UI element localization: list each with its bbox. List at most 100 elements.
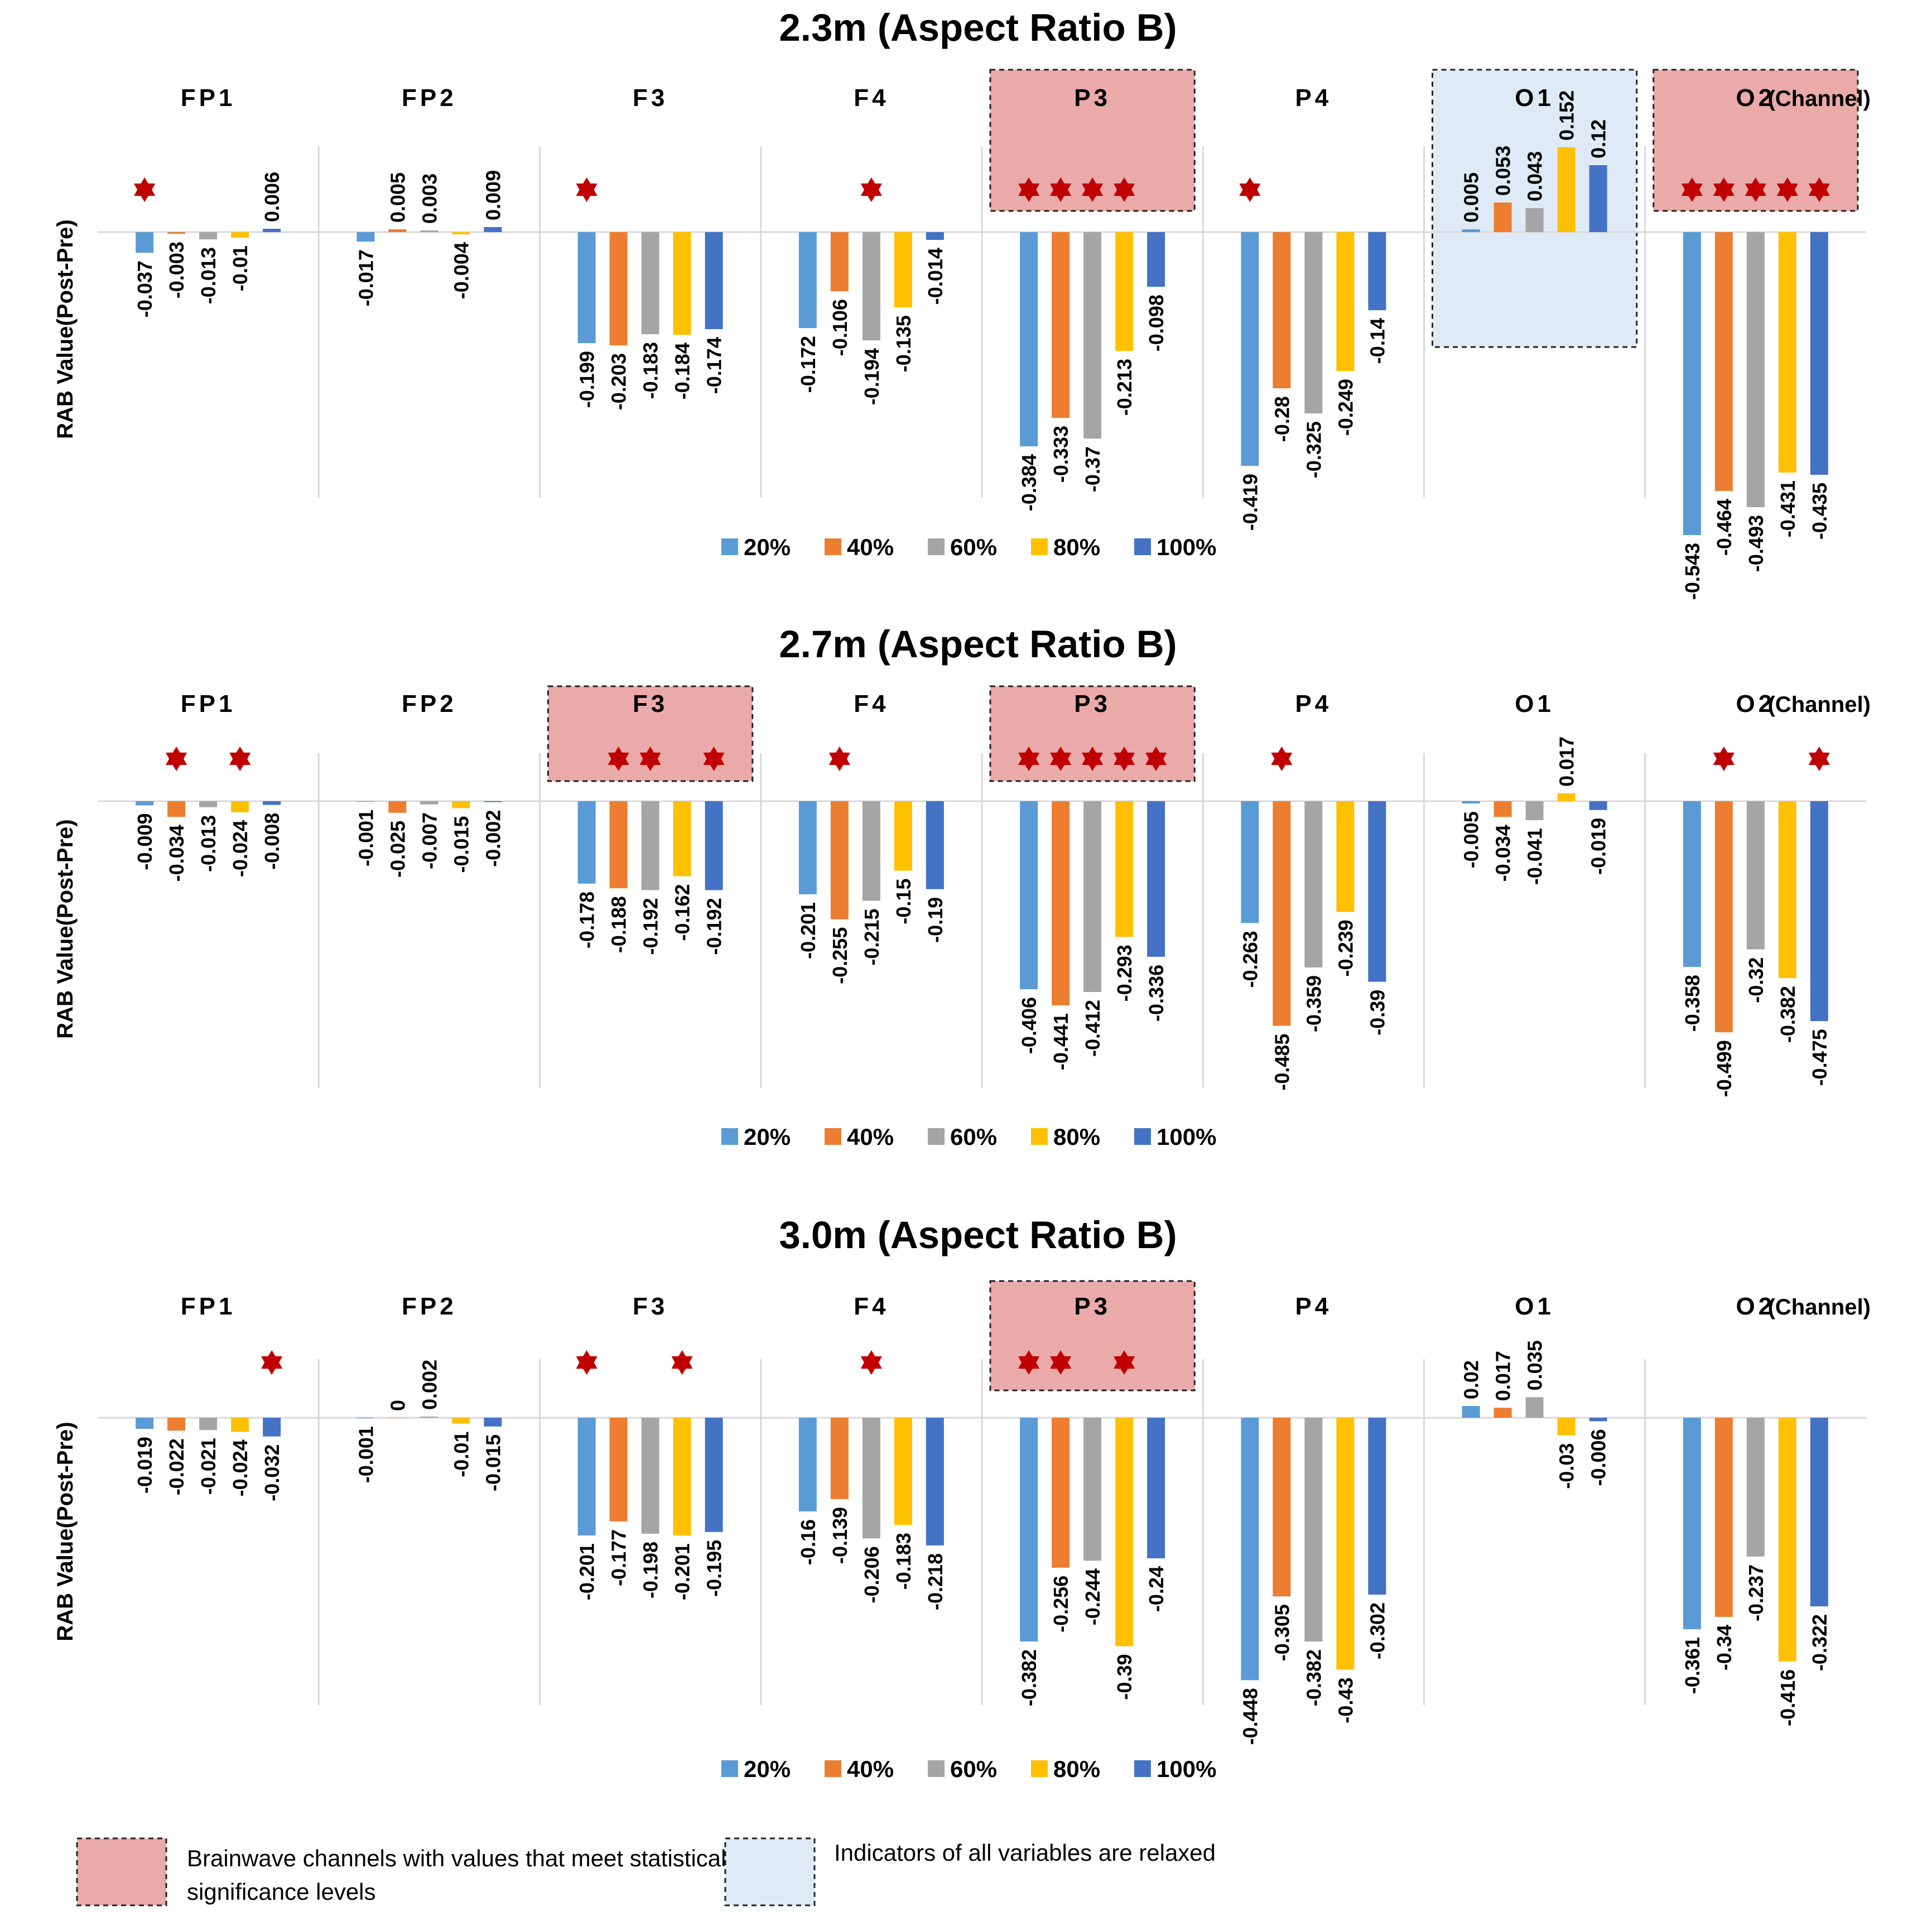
data-label: -0.412 (1081, 1000, 1104, 1057)
data-label: 0.002 (418, 1360, 441, 1410)
data-label: -0.008 (261, 813, 283, 870)
bar (1714, 801, 1733, 1033)
channel-label: P4 (1295, 1293, 1332, 1320)
bar (1746, 1418, 1765, 1557)
legend-label: 20% (744, 1124, 791, 1150)
data-label: -0.239 (1334, 919, 1357, 976)
bar (1304, 232, 1323, 413)
bar (1241, 801, 1259, 923)
data-label: 0.02 (1460, 1360, 1483, 1399)
data-label: -0.002 (481, 810, 504, 867)
data-label: -0.162 (671, 884, 694, 941)
data-label: -0.192 (703, 898, 726, 955)
bar (894, 232, 912, 307)
data-label: -0.249 (1334, 379, 1357, 436)
data-label: -0.28 (1270, 396, 1293, 442)
data-label: -0.384 (1018, 454, 1040, 511)
legend-swatch (825, 538, 841, 555)
bar (388, 229, 407, 232)
bar (1810, 232, 1828, 475)
channel-label: P4 (1295, 84, 1332, 112)
bar (452, 1418, 470, 1424)
bar (263, 1418, 281, 1437)
channel-label: F4 (854, 1293, 889, 1320)
data-label: -0.032 (261, 1444, 283, 1501)
data-label: -0.019 (133, 1437, 156, 1494)
data-label: -0.14 (1366, 318, 1389, 364)
data-label: -0.361 (1681, 1637, 1704, 1694)
significance-star-icon (1145, 747, 1167, 771)
chart-panel-2: 2.7m (Aspect Ratio B) RAB Value(Post-Pre)… (53, 623, 1871, 1150)
data-label: -0.34 (1713, 1625, 1736, 1670)
bar (1147, 1418, 1165, 1558)
bar (1557, 147, 1576, 232)
bar (1589, 801, 1607, 810)
data-label: -0.024 (229, 820, 252, 877)
bar (609, 801, 628, 889)
channel-label: P3 (1074, 84, 1111, 112)
data-label: -0.493 (1745, 515, 1767, 572)
data-label: -0.441 (1049, 1013, 1072, 1070)
data-label: -0.034 (165, 825, 188, 882)
channel-label: F4 (854, 84, 889, 112)
data-label: -0.174 (703, 337, 726, 394)
bar (1589, 165, 1607, 232)
bar (420, 1416, 439, 1418)
bar (484, 801, 502, 802)
bar (136, 801, 154, 806)
bar (1336, 1418, 1355, 1670)
legend-label: 40% (847, 1756, 894, 1782)
data-label: -0.244 (1081, 1568, 1104, 1625)
data-label: -0.333 (1049, 426, 1072, 483)
data-label: -0.021 (197, 1438, 220, 1495)
channel-label: F3 (633, 1293, 668, 1320)
bar (1778, 232, 1796, 473)
significance-star-icon (1114, 747, 1135, 771)
bar (673, 1418, 691, 1536)
bar (231, 1418, 249, 1432)
bar (1052, 801, 1070, 1006)
data-label: -0.419 (1239, 474, 1261, 531)
bar (452, 232, 470, 234)
bar (1052, 232, 1070, 418)
channel-label: FP1 (181, 84, 236, 112)
data-label: -0.464 (1713, 499, 1736, 556)
data-label: -0.019 (1587, 818, 1610, 875)
y-axis-label: RAB Value(Post-Pre) (53, 819, 78, 1038)
legend-label: 100% (1157, 1756, 1216, 1782)
bar (1525, 208, 1544, 232)
data-label: -0.034 (1492, 825, 1515, 882)
data-label: -0.015 (450, 816, 473, 873)
bar (263, 229, 281, 232)
bar (1810, 1418, 1828, 1607)
significance-star-icon (860, 1350, 882, 1375)
data-label: 0.009 (481, 170, 504, 220)
channel-label: FP2 (402, 690, 457, 718)
bar (1462, 229, 1480, 232)
data-label: -0.218 (924, 1553, 947, 1610)
bar (388, 801, 407, 813)
data-label: -0.406 (1018, 997, 1040, 1054)
channel-label: P4 (1295, 690, 1332, 718)
channel-label: O2 (1736, 1293, 1776, 1320)
data-label: -0.359 (1302, 975, 1325, 1032)
chart-panel-1: 2.3m (Aspect Ratio B) RAB Value(Post-Pre)… (53, 6, 1871, 600)
bar (798, 232, 817, 328)
legend-swatch (721, 538, 738, 555)
bar (1052, 1418, 1070, 1568)
significance-key-line: Brainwave channels with values that meet… (187, 1845, 726, 1871)
significance-star-icon (576, 1350, 598, 1375)
bar (1462, 1406, 1480, 1418)
bar (356, 801, 375, 802)
bar (1083, 801, 1102, 992)
significance-star-icon (1808, 177, 1830, 202)
data-label: -0.43 (1334, 1678, 1357, 1723)
data-label: -0.431 (1776, 480, 1799, 537)
data-label: 0.017 (1492, 1351, 1515, 1401)
bar (1683, 801, 1701, 967)
bar (1020, 801, 1038, 989)
legend-swatch (928, 538, 945, 555)
significance-star-icon (1082, 747, 1104, 771)
bar (1115, 232, 1134, 351)
